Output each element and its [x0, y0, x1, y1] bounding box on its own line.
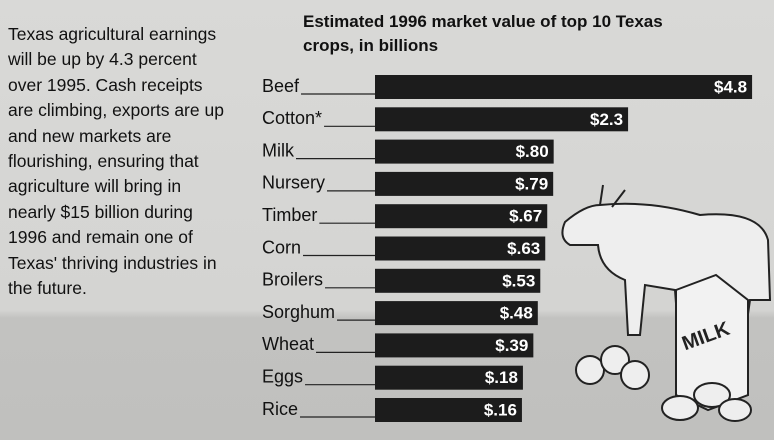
value-label: $.53: [502, 271, 535, 290]
category-label: Corn: [262, 237, 301, 257]
category-label: Beef: [262, 76, 300, 96]
value-label: $.79: [515, 174, 548, 193]
category-label: Milk: [262, 140, 295, 160]
category-label: Eggs: [262, 366, 303, 386]
category-label: Nursery: [262, 173, 325, 193]
category-label: Timber: [262, 205, 317, 225]
value-label: $.67: [509, 207, 542, 226]
category-label: Broilers: [262, 270, 323, 290]
page: Texas agricultural earnings will be up b…: [0, 0, 774, 440]
value-label: $2.3: [590, 110, 623, 129]
value-label: $4.8: [714, 77, 747, 96]
category-label: Sorghum: [262, 302, 335, 322]
category-label: Rice: [262, 399, 298, 419]
value-label: $.16: [484, 400, 517, 419]
value-label: $.18: [485, 368, 518, 387]
chart: MILK Beef $4.8 Cotton* $2.3 Milk $.80 Nursery $…: [0, 0, 774, 440]
category-label: Wheat: [262, 334, 314, 354]
category-label: Cotton*: [262, 108, 322, 128]
bar: [375, 75, 752, 99]
value-label: $.63: [507, 239, 540, 258]
value-label: $.39: [495, 336, 528, 355]
value-label: $.80: [516, 142, 549, 161]
value-label: $.48: [500, 304, 533, 323]
illustration: MILK: [562, 185, 770, 421]
